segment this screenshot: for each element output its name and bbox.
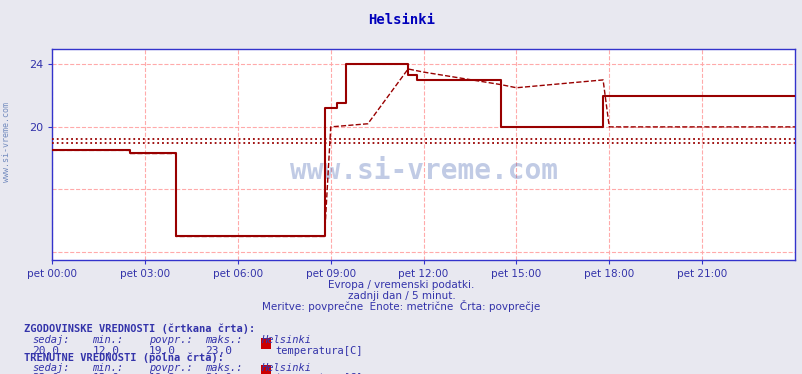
Text: maks.:: maks.: — [205, 363, 242, 373]
Text: www.si-vreme.com: www.si-vreme.com — [2, 102, 11, 182]
Text: povpr.:: povpr.: — [148, 335, 192, 345]
Text: zadnji dan / 5 minut.: zadnji dan / 5 minut. — [347, 291, 455, 301]
Text: www.si-vreme.com: www.si-vreme.com — [290, 157, 557, 185]
Text: 20,0: 20,0 — [32, 346, 59, 356]
Text: Helsinki: Helsinki — [261, 335, 310, 345]
Text: temperatura[C]: temperatura[C] — [275, 373, 363, 374]
Text: 19,0: 19,0 — [148, 346, 176, 356]
Text: povpr.:: povpr.: — [148, 363, 192, 373]
Text: sedaj:: sedaj: — [32, 363, 70, 373]
Text: Helsinki: Helsinki — [367, 13, 435, 27]
Text: 19,2: 19,2 — [148, 373, 176, 374]
Text: 13,0: 13,0 — [92, 373, 119, 374]
Text: sedaj:: sedaj: — [32, 335, 70, 345]
Text: Meritve: povprečne  Enote: metrične  Črta: povprečje: Meritve: povprečne Enote: metrične Črta:… — [262, 300, 540, 312]
Text: maks.:: maks.: — [205, 335, 242, 345]
Text: 24,0: 24,0 — [205, 373, 232, 374]
Text: Evropa / vremenski podatki.: Evropa / vremenski podatki. — [328, 280, 474, 290]
Text: ZGODOVINSKE VREDNOSTI (črtkana črta):: ZGODOVINSKE VREDNOSTI (črtkana črta): — [24, 324, 255, 334]
Text: 23,0: 23,0 — [205, 346, 232, 356]
Text: 12,0: 12,0 — [92, 346, 119, 356]
Text: Helsinki: Helsinki — [261, 363, 310, 373]
Text: min.:: min.: — [92, 363, 124, 373]
Text: TRENUTNE VREDNOSTI (polna črta):: TRENUTNE VREDNOSTI (polna črta): — [24, 352, 224, 363]
Text: min.:: min.: — [92, 335, 124, 345]
Text: temperatura[C]: temperatura[C] — [275, 346, 363, 356]
Text: 22,0: 22,0 — [32, 373, 59, 374]
